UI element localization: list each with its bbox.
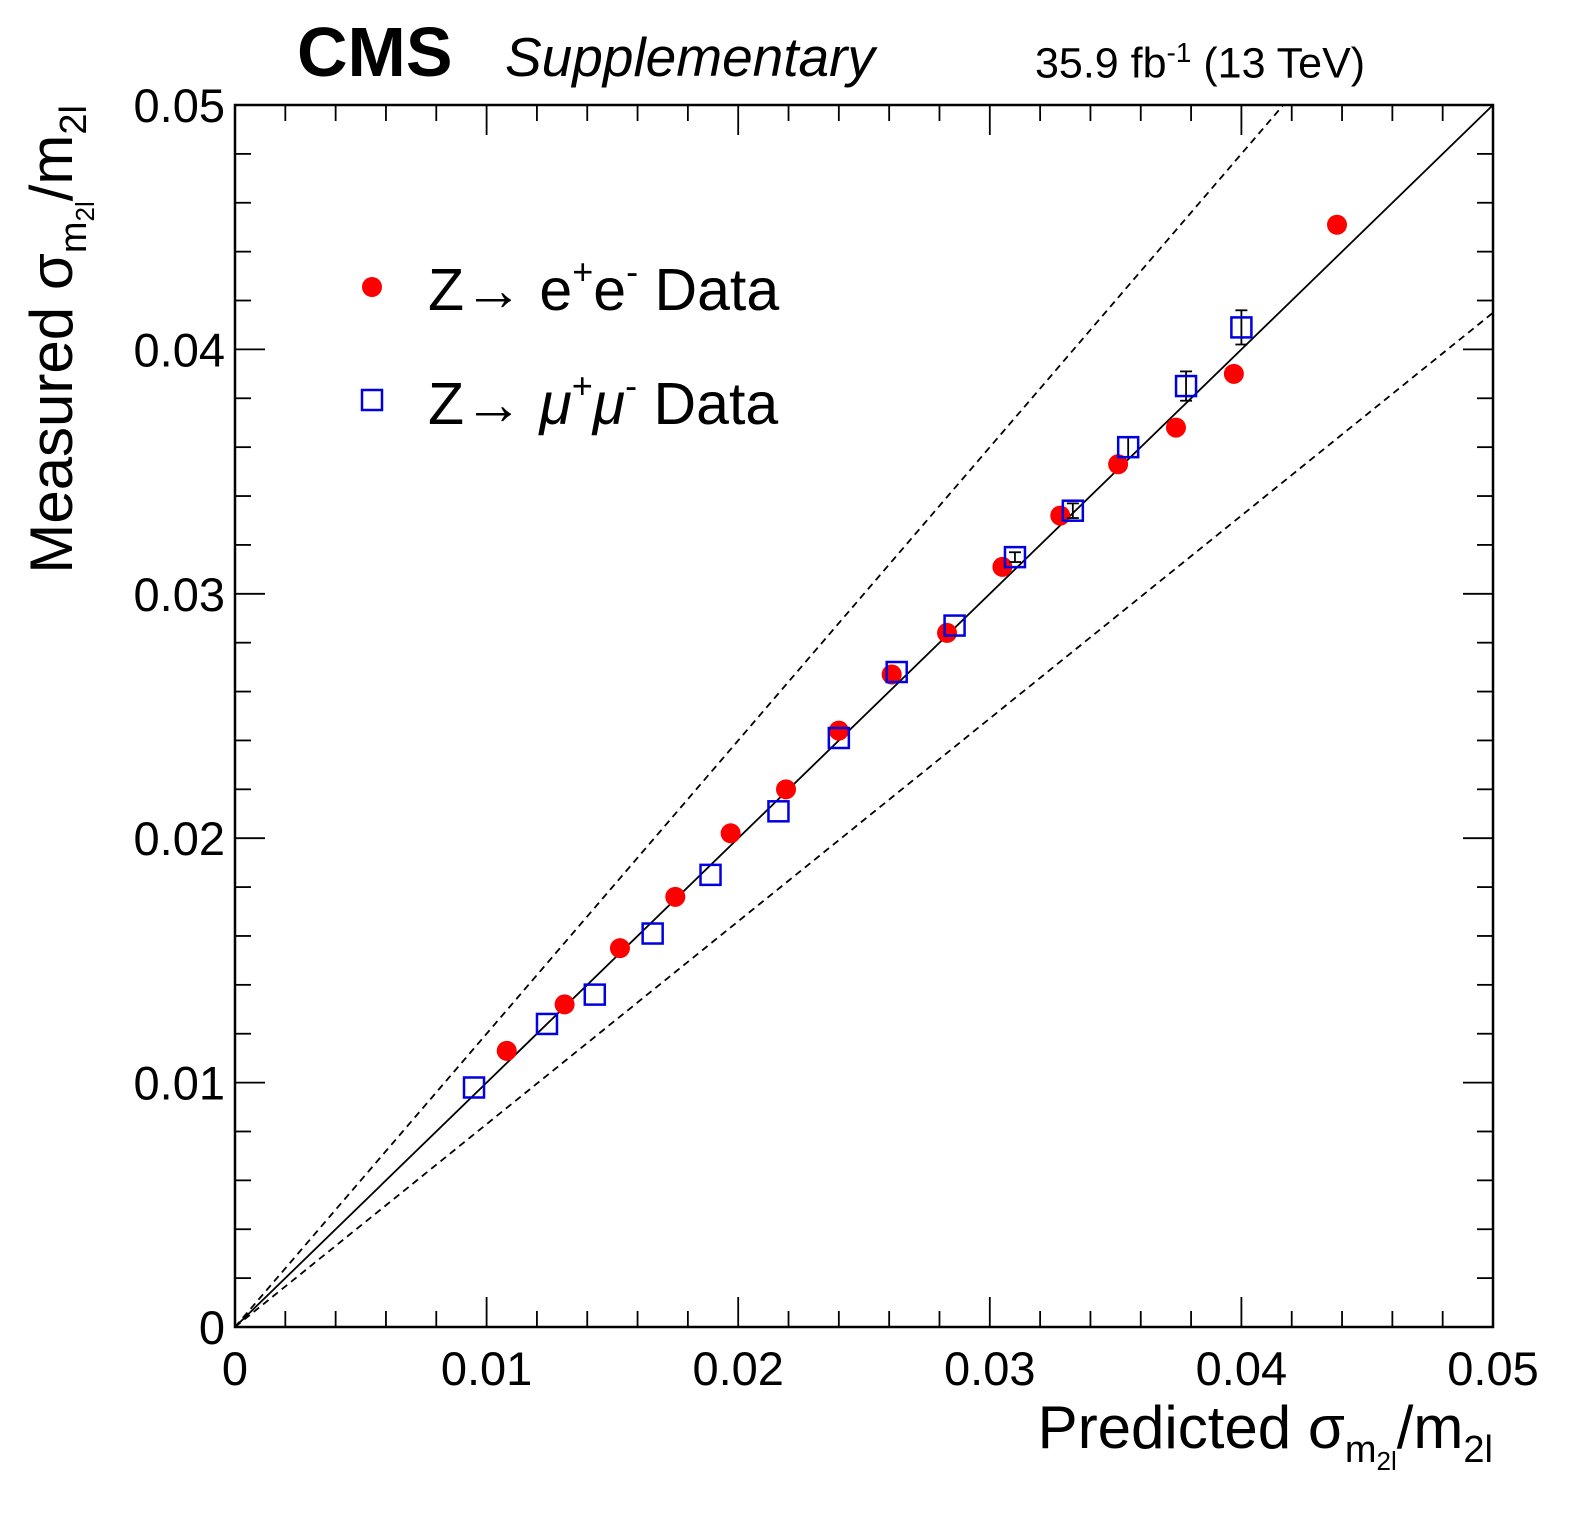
x-tick-label: 0.04 (1196, 1342, 1287, 1395)
electron-data-point (1165, 417, 1186, 438)
lumi-suffix: (13 TeV) (1191, 39, 1366, 88)
experiment-label: CMS (297, 13, 453, 91)
muon-data-point (885, 660, 908, 684)
electron-data-point (609, 938, 630, 959)
y-tick-label: 0.05 (134, 79, 225, 132)
electron-data-point (1050, 505, 1071, 526)
data-points (462, 214, 1348, 1099)
lumi-exponent: -1 (1166, 37, 1192, 68)
x-tick-label: 0 (222, 1342, 248, 1395)
x-tick-label: 0.02 (692, 1342, 783, 1395)
muon-data-point (1061, 499, 1085, 522)
y-tick-label: 0.03 (134, 568, 225, 621)
muon-data-point (767, 800, 790, 823)
electron-data-point (665, 886, 686, 907)
muon-data-point (1003, 545, 1027, 569)
x-axis-title: Predicted σm2l/m2l (1038, 1394, 1493, 1476)
electron-data-point (554, 994, 575, 1015)
muon-data-point (943, 614, 966, 637)
electron-data-point (1108, 454, 1129, 475)
legend-muon-marker (360, 388, 384, 412)
supplementary-label: Supplementary (505, 26, 875, 88)
x-tick-label: 0.01 (441, 1342, 532, 1395)
lumi-prefix: 35.9 fb (1035, 39, 1167, 88)
reference-line-lower (234, 312, 1494, 1328)
x-tick-label: 0.03 (944, 1342, 1035, 1395)
electron-data-point (1223, 363, 1244, 384)
electron-data-point (992, 556, 1013, 577)
reference-lines (234, 104, 1494, 1328)
muon-data-point (535, 1012, 559, 1036)
y-tick-label: 0 (199, 1301, 225, 1354)
electron-data-point (828, 720, 849, 741)
legend-electron-label: Z→ e+e- Data (428, 251, 779, 323)
muon-data-point (827, 726, 851, 750)
electron-data-point (776, 779, 797, 800)
legend: Z→ e+e- Data Z→ μ+μ- Data (360, 251, 779, 437)
muon-data-point (1174, 374, 1198, 398)
plot-frame (233, 103, 1495, 1329)
x-tick-label: 0.05 (1447, 1342, 1538, 1395)
legend-electron-marker (362, 277, 382, 297)
y-tick-label: 0.04 (134, 323, 225, 376)
legend-muon-label: Z→ μ+μ- Data (428, 365, 778, 437)
muon-data-point (1230, 316, 1253, 339)
muon-data-point (462, 1076, 486, 1099)
reference-line-upper (234, 104, 1285, 1328)
muon-data-point (1116, 435, 1140, 459)
y-tick-label: 0.02 (134, 812, 225, 865)
luminosity-label: 35.9 fb-1 (13 TeV) (1035, 37, 1365, 88)
tick-labels: 0 0.01 0.02 0.03 0.04 0.05 0 0.01 0.02 0.03 0.04 0.… (134, 79, 1539, 1395)
electron-data-point (937, 622, 958, 643)
muon-data-point (583, 983, 607, 1006)
electron-data-point (496, 1040, 517, 1061)
y-axis-title: Measured σm2l/m2l (18, 105, 100, 574)
reference-line-identity (234, 104, 1494, 1328)
y-tick-label: 0.01 (134, 1057, 225, 1110)
muon-data-point (699, 863, 722, 887)
muon-data-point (641, 922, 664, 945)
electron-data-point (1327, 214, 1348, 235)
electron-data-point (720, 823, 741, 844)
